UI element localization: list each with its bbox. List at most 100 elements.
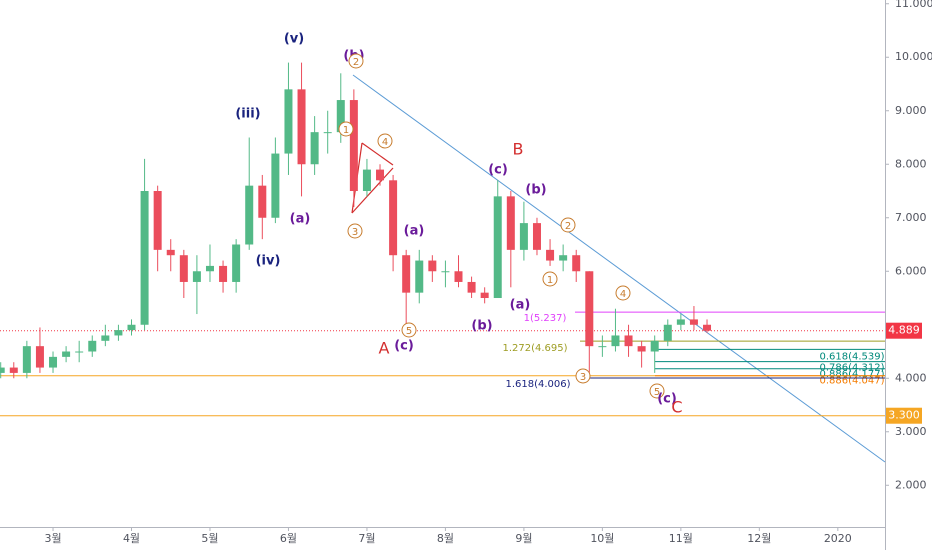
candle-body (258, 185, 267, 218)
y-tick-label: 3.000 (895, 425, 927, 438)
wave-label: 3 (352, 227, 358, 238)
candle-body (467, 281, 476, 293)
candle-body (559, 255, 568, 261)
x-tick-label: 11월 (669, 532, 693, 545)
candle-body (703, 324, 712, 331)
candle-body (376, 169, 385, 181)
x-tick-label: 10월 (590, 532, 614, 545)
candle-body (323, 132, 332, 134)
candle-body (676, 319, 685, 325)
candle-body (389, 180, 398, 256)
fib-label: 0.618(4.539) (819, 351, 884, 362)
candle-body (519, 223, 528, 250)
candle-body (689, 319, 698, 325)
candle-body (179, 255, 188, 282)
x-tick-label: 12월 (747, 532, 771, 545)
candle-body (49, 356, 58, 368)
candle-body (22, 346, 31, 373)
wave-label: 5 (406, 326, 412, 337)
wave-circle (377, 133, 393, 149)
candle-body (9, 367, 18, 373)
x-tick-label: 7월 (358, 532, 375, 545)
wave-circle (347, 223, 363, 239)
candle-body (310, 132, 319, 165)
y-tick-label: 4.000 (895, 371, 927, 384)
candle-body (62, 351, 71, 357)
wave-label: A (379, 339, 390, 358)
candle-body (153, 191, 162, 250)
wave-circle (401, 322, 417, 338)
candle-body (493, 196, 502, 299)
candle-body (297, 89, 306, 165)
wave-label: (v) (284, 32, 304, 47)
wave-label: C (671, 398, 682, 417)
candle-body (598, 346, 607, 348)
candle-body (101, 335, 110, 341)
wave-circle (575, 368, 591, 384)
candle-body (192, 271, 201, 282)
x-tick-label: 4월 (123, 532, 140, 545)
candle-body (480, 292, 489, 299)
x-tick-label: 6월 (280, 532, 297, 545)
candle-body (284, 89, 293, 154)
wave-label: (c) (657, 392, 677, 407)
wave-label: (c) (394, 339, 414, 354)
wave-circle (649, 383, 665, 399)
candle-body (402, 255, 411, 293)
candle-body (611, 335, 620, 347)
candle-body (75, 351, 84, 353)
candle-body (637, 346, 646, 352)
price-box-label: 4.889 (888, 324, 920, 337)
wave-label: B (513, 140, 524, 159)
candle-body (166, 249, 175, 256)
wave-label: (a) (404, 224, 425, 239)
wave-label: 1 (343, 125, 349, 136)
candle-body (546, 249, 555, 261)
wave-circle (615, 285, 631, 301)
candle-body (349, 100, 358, 192)
candle-body (441, 271, 450, 273)
y-tick-label: 8.000 (895, 157, 927, 170)
fib-label: 1(5.237) (524, 313, 567, 324)
wave-label: 5 (654, 387, 660, 398)
candle-body (585, 271, 594, 347)
wave-label: (a) (290, 212, 311, 227)
candle-body (572, 255, 581, 272)
price-box-label: 3.300 (888, 409, 920, 422)
candle-body (0, 367, 5, 373)
candle-body (506, 196, 515, 250)
wave-circle (542, 271, 558, 287)
price-box (886, 407, 922, 424)
x-tick-label: 5월 (201, 532, 218, 545)
wave-label: 2 (565, 221, 571, 232)
candle-body (336, 100, 345, 133)
y-tick-label: 11.000 (895, 0, 932, 10)
wave-label: (b) (471, 319, 492, 334)
candle-body (88, 340, 97, 352)
y-tick-label: 10.000 (895, 50, 932, 63)
y-tick-label: 9.000 (895, 104, 927, 117)
candle-body (532, 223, 541, 250)
candle-body (127, 324, 136, 331)
candle-body (219, 265, 228, 282)
y-tick-label: 6.000 (895, 264, 927, 277)
trend-line (352, 74, 886, 463)
candle-body (663, 324, 672, 341)
fib-label: 0.886(4.047) (819, 376, 884, 387)
wave-label: 4 (620, 289, 626, 300)
candle-body (624, 335, 633, 347)
wave-label: (c) (488, 163, 508, 178)
y-tick-label: 2.000 (895, 478, 927, 491)
x-tick-label: 9월 (515, 532, 532, 545)
candle-body (650, 340, 659, 352)
wave-circle (338, 121, 354, 137)
x-tick-label: 2020 (824, 532, 852, 545)
candle-body (35, 346, 44, 368)
wave-label: 1 (547, 275, 553, 286)
candle-body (454, 271, 463, 282)
wave-circle (348, 53, 364, 69)
candle-body (362, 169, 371, 192)
wave-label: 2 (353, 57, 359, 68)
candle-body (271, 153, 280, 218)
